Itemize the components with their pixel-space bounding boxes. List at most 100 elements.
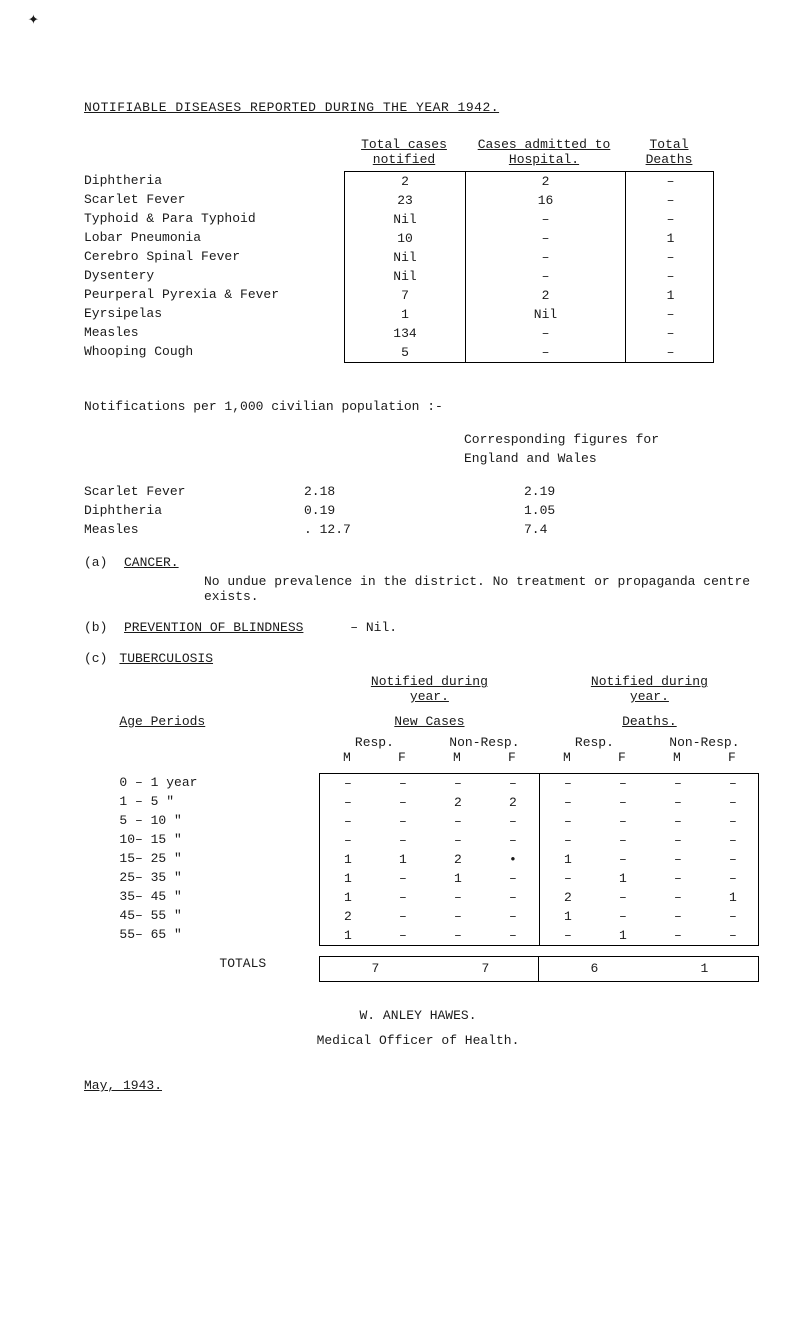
tb-cell: 1 <box>375 850 430 869</box>
tb-cell: – <box>540 812 595 831</box>
disease-deaths: 1 <box>626 286 715 305</box>
tb-new-cases-label: New Cases <box>394 714 464 729</box>
disease-deaths: – <box>626 267 715 286</box>
notifiable-diseases-table: Total cases notified Cases admitted to H… <box>84 137 752 363</box>
tb-age-row: 25– 35 " <box>119 868 319 887</box>
tb-resp-2: Resp. <box>539 735 649 750</box>
tb-age-row: 15– 25 " <box>119 849 319 868</box>
disease-label: Cerebro Spinal Fever <box>84 247 344 266</box>
disease-notified: Nil <box>345 267 465 286</box>
disease-label: Typhoid & Para Typhoid <box>84 209 344 228</box>
tb-cell: – <box>650 869 705 888</box>
disease-admitted: 16 <box>466 191 625 210</box>
tb-cell: – <box>320 812 375 831</box>
tb-cell: – <box>650 831 705 850</box>
tb-cell: – <box>705 907 760 926</box>
disease-admitted: Nil <box>466 305 625 324</box>
tb-cell: 1 <box>540 850 595 869</box>
footer-date: May, 1943. <box>84 1078 752 1093</box>
tb-cell: – <box>595 812 650 831</box>
disease-label: Lobar Pneumonia <box>84 228 344 247</box>
tb-cell: – <box>650 793 705 812</box>
page-title: NOTIFIABLE DISEASES REPORTED DURING THE … <box>84 100 752 115</box>
tb-cell: – <box>595 831 650 850</box>
tb-cell: – <box>705 812 760 831</box>
tb-cell: 1 <box>705 888 760 907</box>
tb-totals-label: TOTALS <box>119 956 319 982</box>
tb-total-left-2: 7 <box>430 957 540 981</box>
tb-m-4: M <box>649 750 704 765</box>
tb-cell: – <box>485 926 540 945</box>
tb-total-left-1: 7 <box>320 957 430 981</box>
disease-deaths: – <box>626 172 715 191</box>
section-c-label: (c) <box>84 651 107 666</box>
tb-cell: – <box>375 888 430 907</box>
tb-cell: – <box>375 812 430 831</box>
per1000-lead: Notifications per 1,000 civilian populat… <box>84 399 752 414</box>
disease-label: Scarlet Fever <box>84 190 344 209</box>
per1000-local: . 12.7 <box>304 520 464 539</box>
section-b-text: – Nil. <box>350 620 397 635</box>
tb-age-row: 1 – 5 " <box>119 792 319 811</box>
tb-notified-during-2: Notified during <box>591 674 708 689</box>
tb-cell: – <box>540 831 595 850</box>
table1-header-blank <box>84 137 344 171</box>
tb-age-row: 55– 65 " <box>119 925 319 944</box>
tb-cell: – <box>430 888 485 907</box>
tb-cell: – <box>540 869 595 888</box>
per1000-local: 2.18 <box>304 482 464 501</box>
tb-f-1: F <box>374 750 429 765</box>
tb-cell: – <box>595 774 650 793</box>
tb-cell: – <box>485 888 540 907</box>
tb-cell: – <box>375 907 430 926</box>
tb-cell: – <box>320 774 375 793</box>
per1000-local: 0.19 <box>304 501 464 520</box>
section-b-title: PREVENTION OF BLINDNESS <box>124 620 303 635</box>
disease-admitted: – <box>466 324 625 343</box>
disease-notified: 23 <box>345 191 465 210</box>
section-b-label: (b) <box>84 620 112 635</box>
tb-cell: – <box>705 831 760 850</box>
disease-admitted: – <box>466 343 625 362</box>
tb-cell: – <box>705 926 760 945</box>
tb-year-1: year. <box>410 689 449 704</box>
tb-cell: – <box>375 926 430 945</box>
tb-cell: – <box>485 774 540 793</box>
tb-cell: – <box>430 831 485 850</box>
tb-cell: 2 <box>320 907 375 926</box>
tb-cell: – <box>320 831 375 850</box>
disease-label: Diphtheria <box>84 171 344 190</box>
disease-deaths: 1 <box>626 229 715 248</box>
tb-cell: – <box>540 774 595 793</box>
tb-cell: – <box>650 926 705 945</box>
tb-cell: – <box>540 793 595 812</box>
per1000-ew: 7.4 <box>464 520 752 539</box>
tb-cell: – <box>595 907 650 926</box>
disease-notified: Nil <box>345 210 465 229</box>
disease-admitted: – <box>466 210 625 229</box>
disease-label: Peurperal Pyrexia & Fever <box>84 285 344 304</box>
disease-notified: 10 <box>345 229 465 248</box>
tb-resp-1: Resp. <box>319 735 429 750</box>
tb-total-right-2: 1 <box>649 957 759 981</box>
tb-cell: – <box>485 831 540 850</box>
tb-cell: – <box>705 850 760 869</box>
tb-age-row: 0 – 1 year <box>119 773 319 792</box>
section-c-title: TUBERCULOSIS <box>119 651 213 666</box>
page-corner-mark: ✦ <box>28 8 39 30</box>
tb-cell: – <box>375 774 430 793</box>
tb-cell: 2 <box>540 888 595 907</box>
tb-cell: 1 <box>320 869 375 888</box>
disease-notified: 7 <box>345 286 465 305</box>
disease-admitted: – <box>466 267 625 286</box>
tb-f-4: F <box>704 750 759 765</box>
tb-cell: – <box>375 793 430 812</box>
disease-notified: 2 <box>345 172 465 191</box>
tb-cell: – <box>430 907 485 926</box>
disease-deaths: – <box>626 210 715 229</box>
tb-cell: – <box>595 793 650 812</box>
disease-label: Measles <box>84 323 344 342</box>
section-a-title: CANCER. <box>124 555 179 570</box>
section-a-text: No undue prevalence in the district. No … <box>124 574 752 604</box>
tb-cell: 1 <box>320 888 375 907</box>
